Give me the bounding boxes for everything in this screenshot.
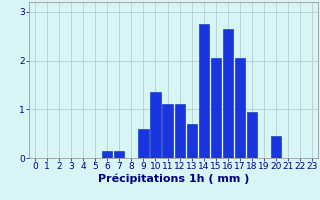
Bar bbox=[199, 24, 209, 158]
Bar bbox=[138, 129, 148, 158]
Bar bbox=[174, 104, 185, 158]
Bar bbox=[102, 151, 112, 158]
Bar bbox=[211, 58, 221, 158]
Bar bbox=[235, 58, 245, 158]
Bar bbox=[150, 92, 161, 158]
Bar bbox=[223, 29, 233, 158]
Bar bbox=[114, 151, 124, 158]
Bar bbox=[247, 112, 257, 158]
Bar bbox=[163, 104, 173, 158]
X-axis label: Précipitations 1h ( mm ): Précipitations 1h ( mm ) bbox=[98, 174, 249, 184]
Bar bbox=[187, 124, 197, 158]
Bar bbox=[271, 136, 281, 158]
